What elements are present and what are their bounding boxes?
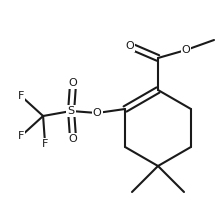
Text: S: S xyxy=(67,106,75,116)
Text: F: F xyxy=(18,131,24,141)
Text: O: O xyxy=(69,78,78,88)
Text: F: F xyxy=(42,139,48,149)
Text: O: O xyxy=(126,41,134,51)
Text: F: F xyxy=(18,91,24,101)
Text: O: O xyxy=(69,134,78,144)
Text: O: O xyxy=(93,108,101,118)
Text: O: O xyxy=(182,45,190,55)
